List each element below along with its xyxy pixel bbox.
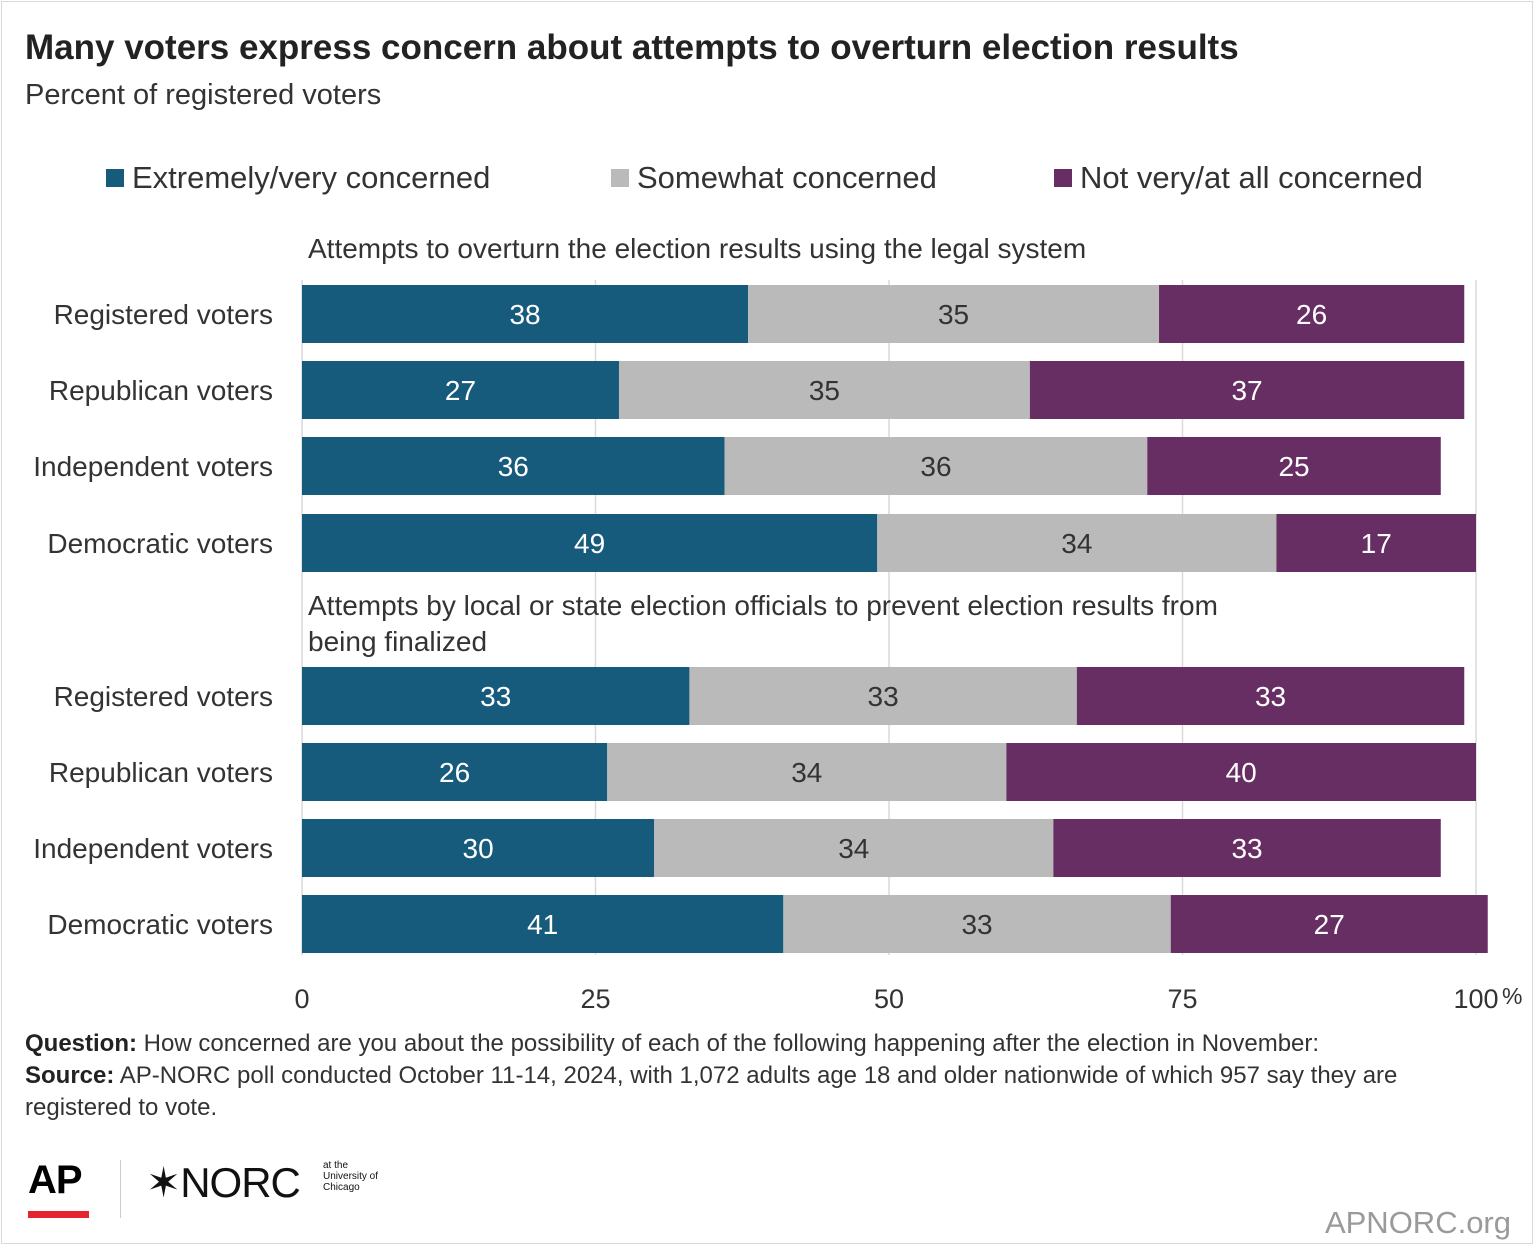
- x-tick-label-0: 0: [294, 984, 309, 1014]
- bar-segment: [783, 895, 1171, 953]
- x-tick-label-75: 75: [1167, 984, 1197, 1014]
- bar-segment: [654, 819, 1054, 877]
- bar-segment: [1053, 819, 1441, 877]
- data-label: 36: [920, 451, 951, 482]
- bar-segment: [748, 285, 1160, 343]
- legend-label-somewhat: Somewhat concerned: [637, 160, 937, 195]
- data-label: 40: [1226, 757, 1257, 788]
- data-label: 26: [1296, 299, 1327, 330]
- category-label: Independent voters: [33, 451, 273, 482]
- legend: Extremely/very concerned Somewhat concer…: [0, 160, 1536, 200]
- data-label: 30: [463, 833, 494, 864]
- category-label: Registered voters: [54, 299, 273, 330]
- legend-item-somewhat: Somewhat concerned: [611, 160, 937, 196]
- data-label: 27: [1314, 909, 1345, 940]
- data-label: 38: [509, 299, 540, 330]
- bar-segment: [302, 895, 784, 953]
- source-text: AP-NORC poll conducted October 11-14, 20…: [25, 1062, 1398, 1121]
- group-label-2-line-1: Attempts by local or state election offi…: [308, 590, 1218, 621]
- norc-logo-subtext: at the University of Chicago: [323, 1160, 379, 1193]
- bar-segment: [1029, 361, 1465, 419]
- bar-segment: [302, 743, 608, 801]
- chart-title: Many voters express concern about attemp…: [25, 28, 1239, 67]
- bar-segment: [1170, 895, 1488, 953]
- legend-label-not: Not very/at all concerned: [1080, 160, 1423, 195]
- category-label: Registered voters: [54, 681, 273, 712]
- bar-segment: [1147, 437, 1441, 495]
- data-label: 41: [527, 909, 558, 940]
- bar-segment: [877, 514, 1277, 572]
- x-tick-label-100: 100: [1453, 984, 1498, 1014]
- data-label: 34: [838, 833, 869, 864]
- bar-segment: [302, 819, 655, 877]
- data-label: 17: [1361, 528, 1392, 559]
- data-label: 37: [1231, 375, 1262, 406]
- question-note: Question: How concerned are you about th…: [25, 1028, 1505, 1060]
- site-url: APNORC.org: [1324, 1205, 1511, 1240]
- group-label-1: Attempts to overturn the election result…: [308, 233, 1086, 264]
- question-text: How concerned are you about the possibil…: [143, 1030, 1320, 1057]
- bar-segment: [724, 437, 1148, 495]
- bar-segment: [618, 361, 1030, 419]
- data-label: 35: [809, 375, 840, 406]
- ap-logo: AP: [28, 1158, 83, 1202]
- question-label: Question:: [25, 1030, 137, 1057]
- category-label: Republican voters: [49, 375, 273, 406]
- chart-subtitle: Percent of registered voters: [25, 79, 382, 111]
- data-label: 27: [445, 375, 476, 406]
- category-label: Independent voters: [33, 833, 273, 864]
- legend-label-extremely: Extremely/very concerned: [132, 160, 491, 195]
- category-label: Democratic voters: [47, 528, 273, 559]
- legend-item-extremely: Extremely/very concerned: [106, 160, 490, 196]
- bar-segment: [302, 361, 619, 419]
- data-label: 35: [938, 299, 969, 330]
- bar-segment: [1276, 514, 1476, 572]
- data-label: 36: [498, 451, 529, 482]
- data-label: 34: [791, 757, 822, 788]
- legend-swatch-extremely: [106, 169, 124, 187]
- bar-segment: [302, 437, 725, 495]
- source-note: Source: AP-NORC poll conducted October 1…: [25, 1060, 1505, 1124]
- norc-logo: ✶NORC: [146, 1159, 301, 1206]
- data-label: 26: [439, 757, 470, 788]
- bar-segment: [689, 667, 1077, 725]
- x-tick-label-50: 50: [874, 984, 904, 1014]
- ap-logo-bar: [28, 1211, 89, 1218]
- data-label: 33: [1255, 681, 1286, 712]
- stacked-bar-chart: 0 25 50 75 100 % Attempts to overturn the elec…: [33, 233, 1522, 1014]
- legend-item-not: Not very/at all concerned: [1054, 160, 1423, 196]
- bar-segment: [1159, 285, 1465, 343]
- bar-segment: [607, 743, 1007, 801]
- category-label: Democratic voters: [47, 909, 273, 940]
- legend-swatch-not: [1054, 169, 1072, 187]
- data-label: 25: [1278, 451, 1309, 482]
- data-label: 33: [480, 681, 511, 712]
- x-tick-label-25: 25: [580, 984, 610, 1014]
- bar-segment: [1006, 743, 1476, 801]
- logos: AP ✶NORC at the University of Chicago: [28, 1158, 428, 1228]
- bar-segment: [1076, 667, 1465, 725]
- data-label: 33: [868, 681, 899, 712]
- bar-segment: [302, 667, 690, 725]
- bar-segment: [302, 514, 878, 572]
- group-label-2-line-2: being finalized: [308, 626, 487, 657]
- x-axis-unit: %: [1502, 983, 1522, 1009]
- legend-swatch-somewhat: [611, 169, 629, 187]
- data-label: 33: [961, 909, 992, 940]
- source-label: Source:: [25, 1062, 115, 1089]
- data-label: 33: [1231, 833, 1262, 864]
- data-label: 49: [574, 528, 605, 559]
- data-label: 34: [1061, 528, 1092, 559]
- category-label: Republican voters: [49, 757, 273, 788]
- footer-notes: Question: How concerned are you about th…: [25, 1028, 1505, 1124]
- bar-segment: [302, 285, 749, 343]
- logo-divider: [120, 1160, 121, 1218]
